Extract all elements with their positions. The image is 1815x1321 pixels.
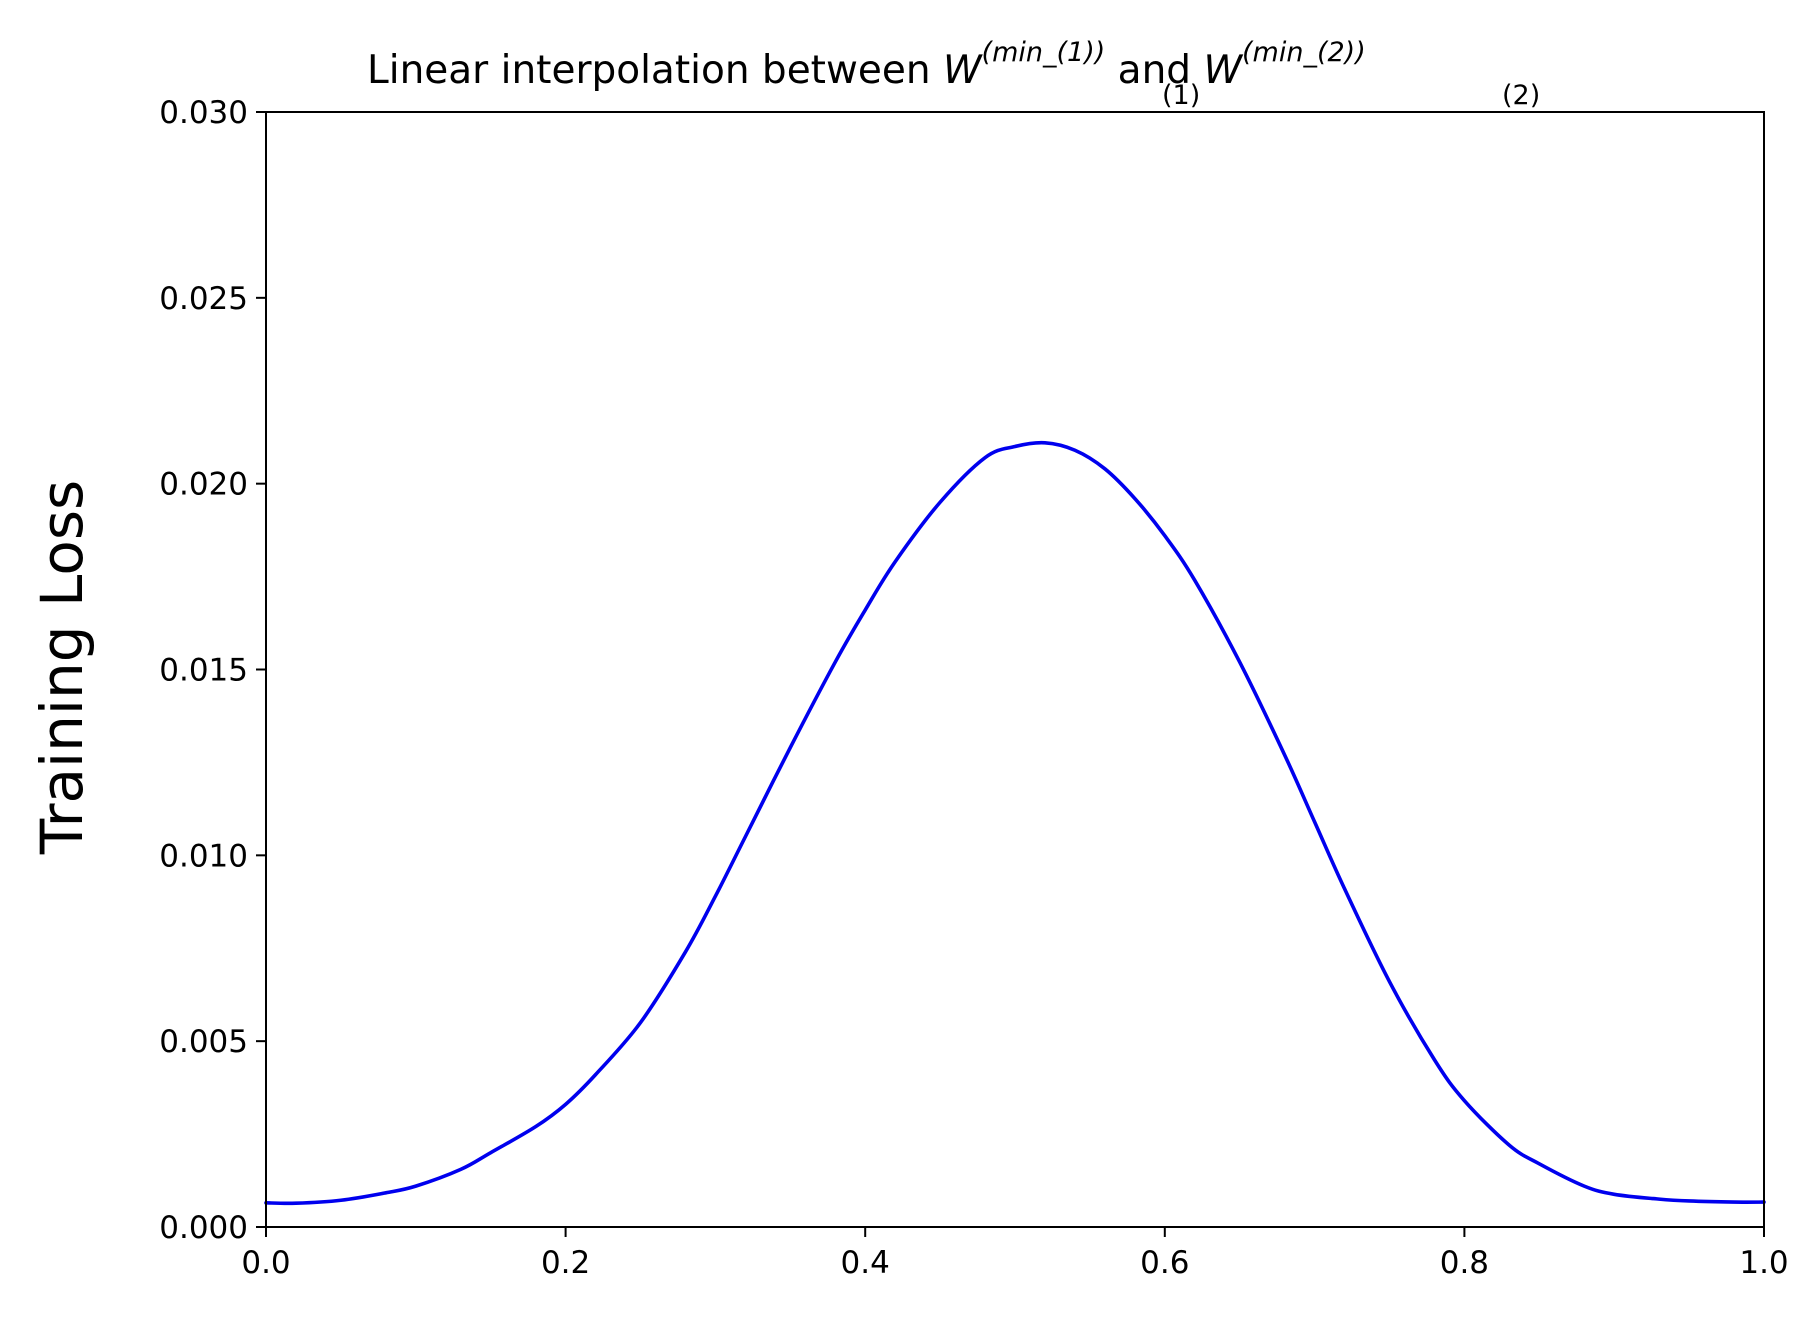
y-tick-label: 0.020	[159, 467, 248, 503]
title-w1-subscript: (1)	[1162, 80, 1200, 111]
x-tick-label: 0.8	[1440, 1245, 1489, 1281]
x-tick-label: 0.6	[1140, 1245, 1189, 1281]
y-tick-label: 0.005	[159, 1024, 248, 1060]
x-axis-ticks: 0.0 0.2 0.4 0.6 0.8 1.0	[241, 1227, 1789, 1281]
title-w2-base: W	[1203, 48, 1243, 93]
title-w2-superscript: (min_(2))	[1242, 37, 1366, 68]
title-w1-superscript: (min_(1))	[982, 37, 1106, 68]
x-tick-label: 0.4	[841, 1245, 890, 1281]
y-axis-label: Training Loss	[28, 480, 96, 856]
x-tick-label: 0.0	[241, 1245, 290, 1281]
y-tick-label: 0.030	[159, 95, 248, 131]
y-tick-label: 0.025	[159, 281, 248, 317]
title-w1-base: W	[943, 48, 983, 93]
y-tick-label: 0.010	[159, 838, 248, 874]
y-tick-label: 0.000	[159, 1210, 248, 1246]
title-prefix: Linear interpolation between	[367, 48, 943, 93]
series-line	[264, 440, 1766, 1206]
title-w2-subscript: (2)	[1502, 80, 1540, 111]
y-axis-ticks: 0.000 0.005 0.010 0.015 0.020 0.025 0.030	[159, 95, 266, 1246]
x-tick-label: 0.2	[541, 1245, 590, 1281]
plot-area	[264, 440, 1766, 1206]
axes-frame	[265, 111, 1765, 1228]
x-tick-label: 1.0	[1739, 1245, 1788, 1281]
chart-title: Linear interpolation between W(min_(1)) …	[367, 37, 1366, 93]
title-connector: and	[1105, 48, 1203, 93]
y-tick-label: 0.015	[159, 653, 248, 689]
